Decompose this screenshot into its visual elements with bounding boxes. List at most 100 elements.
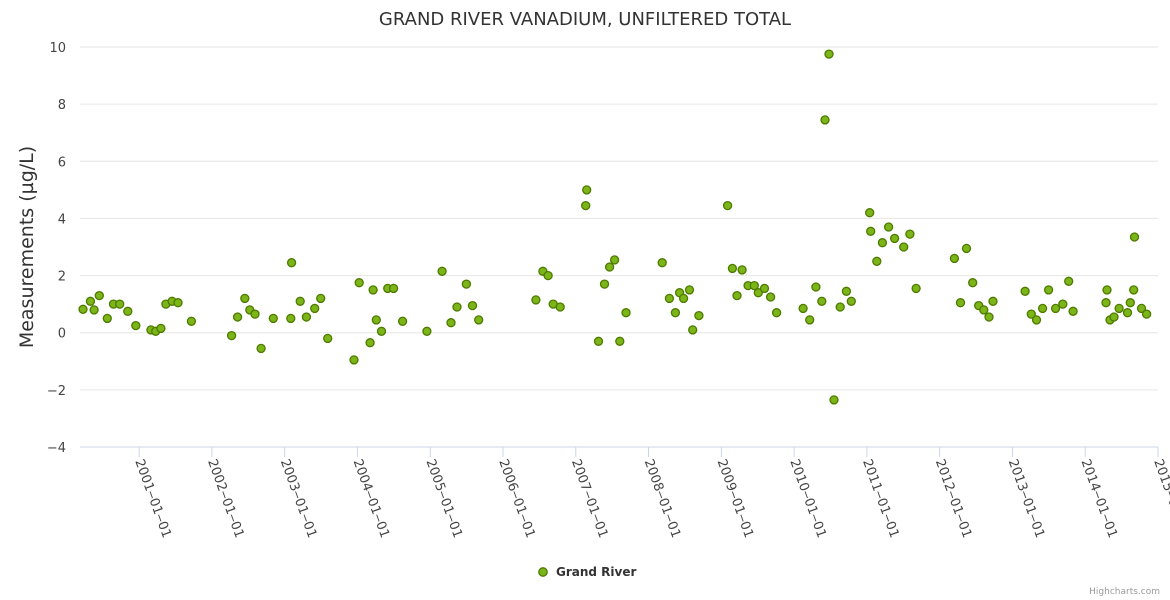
data-point[interactable] <box>186 316 197 326</box>
data-point[interactable] <box>1109 312 1119 322</box>
data-point[interactable] <box>232 312 243 322</box>
data-point[interactable] <box>732 290 742 301</box>
data-point[interactable] <box>452 302 462 312</box>
data-point[interactable] <box>835 302 845 312</box>
data-point[interactable] <box>722 200 733 211</box>
data-point[interactable] <box>961 243 972 254</box>
data-point[interactable] <box>354 278 364 288</box>
data-point[interactable] <box>123 306 133 316</box>
data-point[interactable] <box>1122 308 1133 318</box>
data-point[interactable] <box>1026 309 1036 319</box>
data-point[interactable] <box>883 222 894 232</box>
data-point[interactable] <box>173 298 183 308</box>
data-point[interactable] <box>664 293 675 304</box>
data-point[interactable] <box>1050 303 1061 314</box>
data-point[interactable] <box>365 338 375 348</box>
data-point[interactable] <box>765 292 776 302</box>
data-point[interactable] <box>286 258 297 268</box>
data-point[interactable] <box>388 283 399 294</box>
data-point[interactable] <box>368 285 378 295</box>
data-point[interactable] <box>131 320 141 331</box>
data-point[interactable] <box>156 323 166 334</box>
data-point[interactable] <box>286 313 296 324</box>
data-point[interactable] <box>657 258 667 268</box>
data-point[interactable] <box>295 296 305 306</box>
data-point[interactable] <box>820 115 830 125</box>
data-point[interactable] <box>240 293 250 304</box>
data-point[interactable] <box>984 312 994 322</box>
data-point[interactable] <box>865 208 875 218</box>
data-point[interactable] <box>805 315 815 325</box>
data-point[interactable] <box>531 295 541 305</box>
data-point[interactable] <box>1058 299 1068 309</box>
data-point[interactable] <box>872 256 882 266</box>
data-point[interactable] <box>1043 285 1054 295</box>
data-point[interactable] <box>1020 286 1030 296</box>
data-point[interactable] <box>599 279 610 289</box>
data-point[interactable] <box>889 233 900 244</box>
data-point[interactable] <box>461 279 472 289</box>
data-point[interactable] <box>94 290 104 301</box>
data-point[interactable] <box>349 355 359 365</box>
data-point[interactable] <box>115 299 125 309</box>
data-point[interactable] <box>621 308 631 318</box>
data-point[interactable] <box>446 318 456 328</box>
data-point[interactable] <box>968 278 978 288</box>
data-point[interactable] <box>1068 306 1078 316</box>
data-point[interactable] <box>323 333 333 344</box>
data-point[interactable] <box>829 395 839 405</box>
data-point[interactable] <box>1064 276 1074 286</box>
data-point[interactable] <box>397 316 408 326</box>
data-point[interactable] <box>467 300 478 311</box>
data-point[interactable] <box>846 296 856 306</box>
data-point[interactable] <box>582 185 592 195</box>
data-point[interactable] <box>78 304 88 314</box>
data-point[interactable] <box>604 262 615 272</box>
data-point[interactable] <box>1102 285 1112 295</box>
data-point[interactable] <box>811 282 821 292</box>
data-point[interactable] <box>609 255 620 265</box>
data-point[interactable] <box>955 298 966 308</box>
data-point[interactable] <box>817 296 827 306</box>
data-point[interactable] <box>1101 298 1111 308</box>
data-point[interactable] <box>694 310 704 321</box>
data-point[interactable] <box>753 288 763 298</box>
data-point[interactable] <box>688 325 698 335</box>
data-point[interactable] <box>670 308 681 318</box>
data-point[interactable] <box>316 293 326 304</box>
data-point[interactable] <box>422 326 432 336</box>
data-point[interactable] <box>581 200 591 211</box>
data-point[interactable] <box>555 302 565 312</box>
data-point[interactable] <box>593 336 604 346</box>
data-point[interactable] <box>678 293 689 304</box>
data-point[interactable] <box>737 265 747 275</box>
data-point[interactable] <box>749 280 759 291</box>
legend-item-grand-river[interactable]: Grand River <box>556 565 636 579</box>
data-point[interactable] <box>905 229 915 239</box>
data-point[interactable] <box>1031 315 1042 325</box>
legend[interactable]: Grand River <box>538 565 637 579</box>
data-point[interactable] <box>89 305 99 315</box>
data-point[interactable] <box>771 308 782 318</box>
data-point[interactable] <box>102 313 112 324</box>
data-point[interactable] <box>474 315 484 325</box>
data-point[interactable] <box>1129 232 1140 242</box>
data-point[interactable] <box>727 263 738 274</box>
data-point[interactable] <box>1114 303 1124 314</box>
data-point[interactable] <box>684 285 695 295</box>
data-point[interactable] <box>250 309 260 319</box>
data-point[interactable] <box>543 270 553 281</box>
data-point[interactable] <box>1129 285 1139 295</box>
data-point[interactable] <box>376 326 387 336</box>
credits-link[interactable]: Highcharts.com <box>1089 587 1160 597</box>
data-point[interactable] <box>988 296 998 306</box>
data-point[interactable] <box>268 313 278 324</box>
data-point[interactable] <box>256 343 266 354</box>
data-point[interactable] <box>301 312 312 322</box>
data-point[interactable] <box>85 296 96 306</box>
data-point[interactable] <box>226 330 237 341</box>
data-point[interactable] <box>911 283 921 294</box>
data-point[interactable] <box>979 305 989 315</box>
data-point[interactable] <box>371 315 381 325</box>
data-point[interactable] <box>949 253 960 264</box>
